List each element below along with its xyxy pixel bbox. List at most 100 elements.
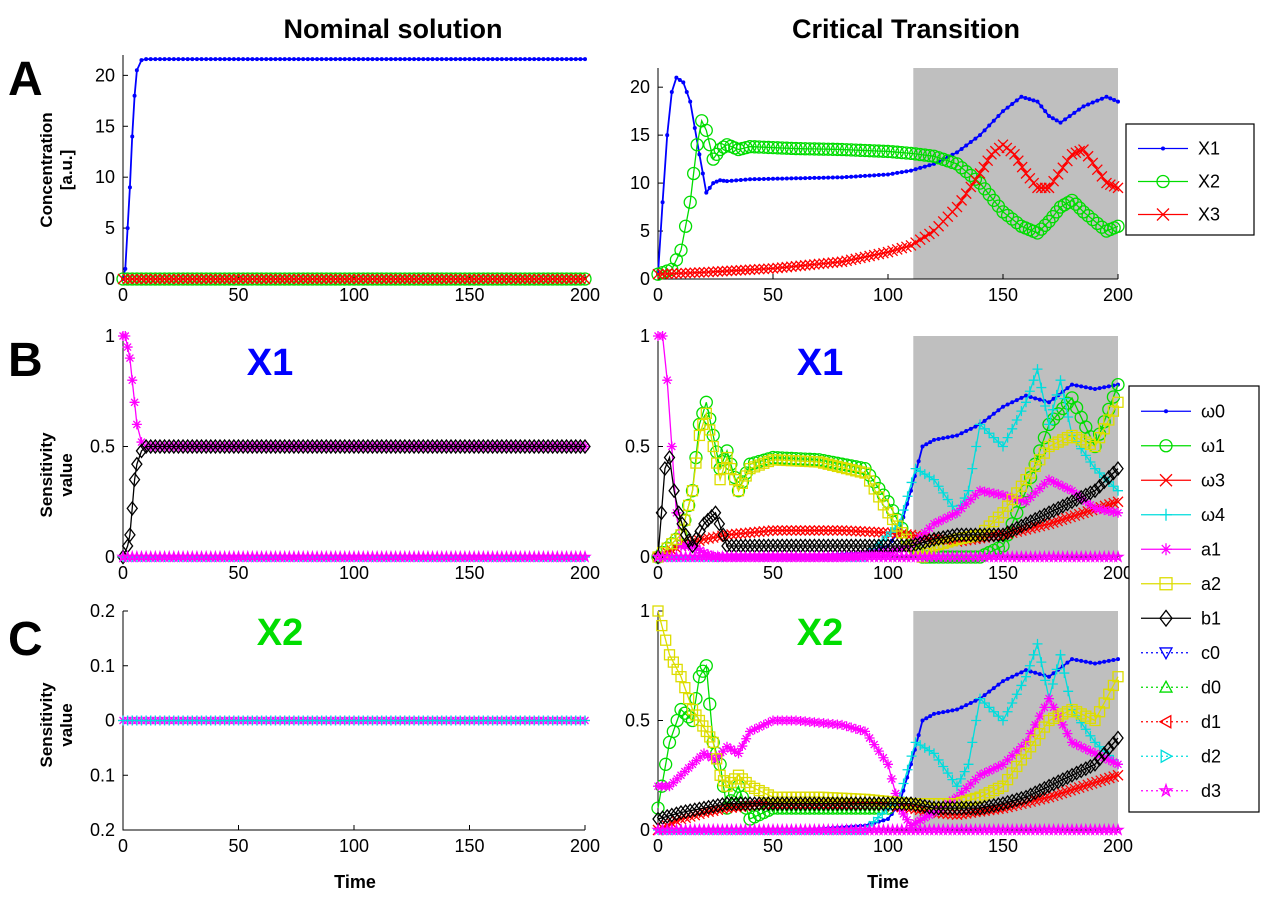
point-X3 (1052, 168, 1064, 180)
point-X1 (123, 266, 128, 271)
point-b1 (928, 531, 940, 547)
point-X1 (996, 113, 1001, 118)
point-X1 (573, 57, 578, 62)
panel-C-left: 0 50 100 150 200 0.2 0.1 0 0.1 0.2 (90, 601, 600, 856)
point-ω4 (971, 441, 982, 452)
point-b1 (1107, 465, 1120, 481)
point-ω3 (1112, 496, 1124, 508)
legend-parameters: ω0 ω1 ω3 ω4 a1 a2 b1 c0 d0 d1 d2 d3 (1128, 385, 1260, 813)
legend-label: ω0 (1201, 401, 1225, 421)
point-b1 (509, 438, 522, 455)
point-b1 (1006, 793, 1019, 809)
point-b1 (177, 438, 189, 455)
point-b1 (859, 796, 871, 812)
point-X3 (1112, 182, 1124, 194)
point-b1 (863, 796, 876, 812)
point-b1 (705, 508, 718, 525)
point-ω0 (936, 711, 941, 716)
legend-entry-ω4: ω4 (1141, 505, 1225, 525)
legend-marker (1159, 609, 1173, 628)
point-b1 (987, 527, 1000, 543)
point-X3 (845, 254, 857, 266)
point-ω3 (785, 525, 797, 536)
point-X3 (491, 273, 503, 285)
legend-label: b1 (1201, 608, 1221, 628)
point-b1 (937, 800, 950, 816)
point-ω0 (991, 686, 996, 691)
point-X1 (393, 57, 398, 62)
point-b1 (1089, 756, 1101, 772)
point-X3 (739, 264, 751, 276)
point-b1 (269, 438, 282, 455)
ylabel-c-line2: value (57, 703, 76, 746)
point-a1 (850, 723, 861, 734)
point-X1 (213, 57, 218, 62)
point-X2 (826, 142, 840, 156)
point-b1 (135, 443, 148, 459)
point-d3 (578, 549, 592, 563)
point-X3 (960, 188, 972, 200)
point-b1 (817, 796, 830, 812)
x-tick-label: 150 (454, 563, 484, 583)
point-a1 (1034, 483, 1045, 494)
point-X3 (260, 273, 272, 285)
point-X3 (131, 273, 143, 285)
point-b1 (528, 438, 541, 455)
point-a1 (1016, 495, 1027, 506)
point-X3 (154, 273, 166, 285)
point-X3 (177, 273, 189, 285)
point-X1 (499, 57, 504, 62)
point-ω0 (996, 682, 1001, 687)
point-b1 (1047, 503, 1060, 519)
point-b1 (278, 438, 291, 455)
point-X1 (379, 57, 384, 62)
point-b1 (1107, 735, 1120, 751)
point-ω0 (973, 424, 978, 429)
point-a2 (663, 649, 676, 661)
point-ω0 (1019, 670, 1024, 675)
point-b1 (1061, 769, 1074, 786)
point-ω4 (1090, 463, 1100, 474)
point-ω3 (859, 526, 871, 538)
point-a1 (919, 812, 930, 823)
point-X3 (537, 273, 549, 285)
point-X2 (872, 144, 886, 158)
point-ω4 (1051, 664, 1062, 675)
point-X3 (657, 268, 669, 280)
point-ω3 (1073, 782, 1085, 794)
point-a2 (1112, 671, 1124, 683)
point-b1 (357, 438, 370, 455)
point-b1 (426, 438, 439, 455)
x-tick-label: 150 (988, 285, 1018, 305)
point-X3 (799, 259, 811, 271)
point-X3 (196, 273, 207, 285)
point-ω3 (799, 525, 811, 536)
y-tick-label: 1 (640, 326, 650, 346)
point-b1 (496, 438, 508, 455)
point-a1 (837, 719, 847, 730)
point-X2 (835, 142, 849, 157)
point-ω0 (920, 444, 925, 449)
point-X3 (652, 268, 664, 280)
point-ω1 (716, 453, 731, 467)
point-ω0 (1111, 658, 1116, 663)
x-tick-label: 0 (118, 285, 128, 305)
x-tick-label: 200 (1103, 563, 1133, 583)
point-ω4 (933, 481, 944, 492)
point-ω0 (982, 693, 987, 698)
point-b1 (472, 438, 485, 455)
point-ω1 (651, 801, 665, 815)
legend-box (1128, 385, 1260, 813)
point-X3 (445, 273, 457, 285)
point-b1 (932, 530, 945, 547)
point-b1 (362, 438, 374, 455)
point-b1 (140, 438, 152, 455)
point-ω4 (1040, 675, 1051, 686)
point-b1 (918, 798, 931, 814)
point-ω0 (1047, 674, 1051, 679)
point-b1 (445, 438, 457, 455)
y-tick-label: 0.1 (90, 656, 115, 676)
point-b1 (172, 438, 185, 455)
point-X2 (1005, 212, 1019, 226)
point-ω4 (1007, 423, 1018, 434)
